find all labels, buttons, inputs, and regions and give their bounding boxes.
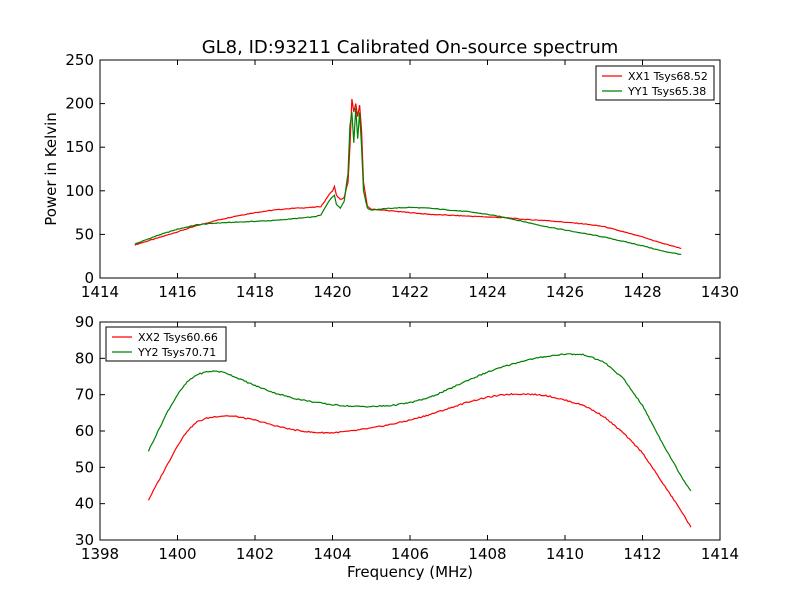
x-tick-label: 1408 bbox=[468, 545, 506, 563]
x-tick-label: 1430 bbox=[701, 283, 739, 301]
y-tick-label: 50 bbox=[75, 225, 94, 243]
legend-entry: YY1 Tsys65.38 bbox=[627, 85, 706, 98]
legend-entry: XX2 Tsys60.66 bbox=[138, 331, 218, 344]
y-axis-label: Power in Kelvin bbox=[42, 112, 60, 226]
panel-1: 1414 1416 1418 1420 1422 1424 1426 1428 1430 0 50 1… bbox=[42, 51, 739, 301]
y-tick-label: 40 bbox=[75, 495, 94, 513]
x-tick-label: 1416 bbox=[158, 283, 196, 301]
x-tick-label: 1422 bbox=[391, 283, 429, 301]
series-line-1-1 bbox=[134, 98, 682, 249]
y-tick-label: 250 bbox=[65, 51, 94, 69]
figure-title: GL8, ID:93211 Calibrated On-source spect… bbox=[202, 37, 619, 58]
y-tick-label: 50 bbox=[75, 458, 94, 476]
x-tick-label: 1420 bbox=[313, 283, 351, 301]
x-tick-label: 1400 bbox=[158, 545, 196, 563]
y-tick-label: 200 bbox=[65, 95, 94, 113]
x-tick-label: 1412 bbox=[623, 545, 661, 563]
legend-2: XX2 Tsys60.66 YY2 Tsys70.71 bbox=[105, 326, 227, 362]
x-tick-label: 1402 bbox=[236, 545, 274, 563]
x-tick-label: 1418 bbox=[236, 283, 274, 301]
x-tick-label: 1398 bbox=[81, 545, 119, 563]
x-tick-label: 1414 bbox=[701, 545, 739, 563]
y-tick-label: 30 bbox=[75, 531, 94, 549]
y-tick-label: 0 bbox=[84, 269, 94, 287]
x-tick-label: 1428 bbox=[623, 283, 661, 301]
panels: 1414 1416 1418 1420 1422 1424 1426 1428 14300501… bbox=[42, 51, 739, 563]
legend-box bbox=[595, 65, 715, 101]
legend-1: XX1 Tsys68.52 YY1 Tsys65.38 bbox=[595, 65, 715, 101]
x-tick-label: 1404 bbox=[313, 545, 351, 563]
y-tick-label: 100 bbox=[65, 182, 94, 200]
legend-entry: YY2 Tsys70.71 bbox=[137, 346, 216, 359]
series-line-1-2 bbox=[134, 108, 682, 256]
x-tick-label: 1410 bbox=[546, 545, 584, 563]
x-tick-label: 1414 bbox=[81, 283, 119, 301]
x-tick-label: 1406 bbox=[391, 545, 429, 563]
y-tick-label: 80 bbox=[75, 349, 94, 367]
series-line-2-1 bbox=[147, 392, 692, 528]
x-tick-label: 1426 bbox=[546, 283, 584, 301]
series-line-2-2 bbox=[147, 353, 692, 492]
y-tick-label: 70 bbox=[75, 386, 94, 404]
legend-box bbox=[105, 326, 227, 362]
x-axis-label: Frequency (MHz) bbox=[347, 563, 473, 581]
y-tick-label: 60 bbox=[75, 422, 94, 440]
x-tick-label: 1424 bbox=[468, 283, 506, 301]
panel-2: 1398 1400 1402 1404 1406 1408 1410 1412 1414 30 40… bbox=[75, 313, 739, 563]
y-tick-label: 90 bbox=[75, 313, 94, 331]
y-tick-label: 150 bbox=[65, 138, 94, 156]
legend-entry: XX1 Tsys68.52 bbox=[628, 70, 708, 83]
